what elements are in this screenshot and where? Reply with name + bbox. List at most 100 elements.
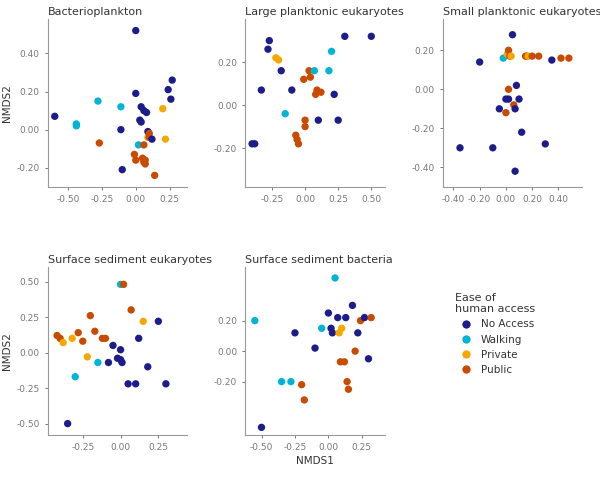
Point <box>505 53 515 60</box>
Point <box>131 89 140 97</box>
Point <box>314 116 323 124</box>
Point <box>263 45 273 53</box>
Point <box>161 380 171 388</box>
Point <box>143 363 152 370</box>
Point <box>131 156 140 164</box>
Point <box>504 95 514 103</box>
Point <box>90 327 100 335</box>
Point <box>510 105 520 113</box>
Point <box>116 103 126 110</box>
Point <box>277 378 286 385</box>
Point <box>274 56 283 64</box>
Point <box>312 86 322 94</box>
Point <box>291 131 301 139</box>
Point <box>324 67 334 75</box>
Point <box>367 33 376 40</box>
Point <box>541 140 550 148</box>
Point <box>119 281 128 288</box>
Point <box>71 122 81 130</box>
Point <box>95 139 104 147</box>
Point <box>63 420 73 427</box>
X-axis label: NMDS1: NMDS1 <box>296 456 334 467</box>
Point <box>337 325 347 332</box>
Y-axis label: NMDS2: NMDS2 <box>2 332 12 370</box>
Point <box>310 344 320 352</box>
Point <box>166 95 176 103</box>
Point <box>139 107 149 114</box>
Point <box>344 385 353 393</box>
Point <box>147 135 157 143</box>
Point <box>333 314 343 321</box>
Point <box>290 329 300 337</box>
Point <box>364 355 373 363</box>
Point <box>83 353 92 360</box>
Point <box>101 335 110 342</box>
Point <box>130 151 139 158</box>
Point <box>328 329 337 337</box>
Point <box>334 329 344 337</box>
Point <box>139 141 149 149</box>
Point <box>494 105 504 113</box>
Text: Small planktonic eukaryotes: Small planktonic eukaryotes <box>443 7 600 17</box>
Point <box>135 116 145 124</box>
Legend: No Access, Walking, Private, Public: No Access, Walking, Private, Public <box>455 293 535 375</box>
Point <box>113 354 122 362</box>
Point <box>564 54 574 62</box>
Point <box>506 53 516 60</box>
Point <box>150 172 160 179</box>
Point <box>335 358 345 366</box>
Point <box>340 33 350 40</box>
Point <box>277 67 286 75</box>
Point <box>116 346 125 354</box>
Point <box>300 116 310 124</box>
Text: Surface sediment bacteria: Surface sediment bacteria <box>245 255 393 265</box>
Point <box>127 306 136 314</box>
Point <box>287 86 296 94</box>
Point <box>297 381 307 389</box>
Point <box>311 90 320 98</box>
Point <box>455 144 465 152</box>
Point <box>139 317 148 325</box>
Text: Surface sediment eukaryotes: Surface sediment eukaryotes <box>48 255 212 265</box>
Point <box>136 103 146 110</box>
Point <box>52 332 62 339</box>
Point <box>504 46 514 54</box>
Point <box>523 53 533 60</box>
Point <box>143 128 153 135</box>
Point <box>514 95 524 103</box>
Point <box>299 76 308 83</box>
Point <box>145 133 154 141</box>
Point <box>108 342 118 349</box>
Point <box>67 335 77 342</box>
Point <box>131 380 140 388</box>
Point <box>310 67 319 75</box>
Point <box>329 90 339 98</box>
Point <box>117 358 127 366</box>
Point <box>124 380 133 388</box>
Point <box>250 317 260 325</box>
Point <box>154 317 163 325</box>
Point <box>342 378 352 385</box>
Point <box>316 88 326 96</box>
Point <box>522 53 532 60</box>
Point <box>353 329 362 337</box>
Point <box>534 53 544 60</box>
Point <box>517 129 526 136</box>
Point <box>138 154 148 162</box>
Point <box>499 54 508 62</box>
Point <box>286 378 296 385</box>
Point <box>304 67 314 75</box>
Point <box>250 140 260 148</box>
Point <box>508 31 517 39</box>
Point <box>118 166 127 174</box>
Point <box>502 50 512 58</box>
Point <box>327 47 337 55</box>
Point <box>521 53 530 60</box>
Point <box>139 158 149 166</box>
Point <box>142 109 151 116</box>
Point <box>50 112 59 120</box>
Point <box>347 302 357 309</box>
Point <box>350 348 360 355</box>
Point <box>86 312 95 319</box>
Point <box>488 144 497 152</box>
